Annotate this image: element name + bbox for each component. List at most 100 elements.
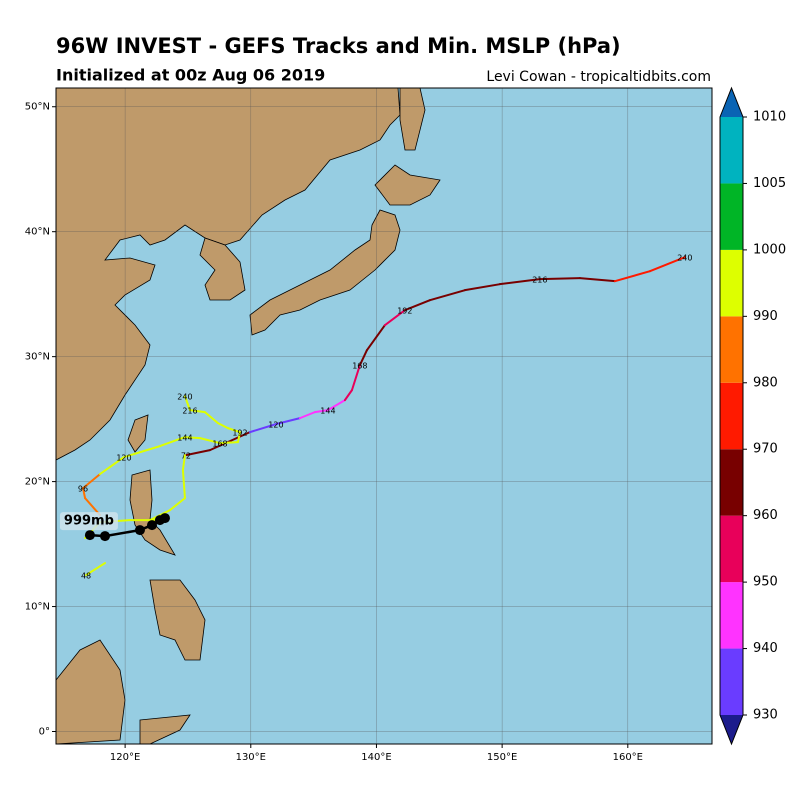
land-taiwan: [127, 414, 149, 453]
hour-label: 240: [677, 254, 692, 263]
track-segment: [203, 411, 219, 425]
colorbar-band: [720, 648, 743, 715]
colorbar-label: 950: [753, 575, 778, 590]
colorbar-label: 990: [753, 309, 778, 324]
y-tick-label: 40°N: [25, 227, 50, 238]
colorbar-under: [720, 715, 743, 744]
track-segment: [226, 427, 241, 434]
track-segment: [82, 473, 101, 490]
track-segment: [98, 456, 125, 476]
land-mindanao: [149, 579, 206, 661]
track-segment: [122, 445, 161, 459]
y-tick-label: 20°N: [25, 477, 50, 488]
track-segment: [183, 395, 191, 412]
track-segment: [82, 487, 87, 500]
track-segment: [158, 436, 186, 448]
hour-label: 216: [182, 407, 197, 416]
hour-label: 72: [181, 452, 191, 461]
chart-subtitle: Initialized at 00z Aug 06 2019: [56, 66, 325, 85]
colorbar-label: 970: [753, 442, 778, 457]
x-tick-label: 120°E: [110, 752, 140, 763]
track-segment: [383, 309, 406, 327]
track-segment: [85, 562, 107, 577]
hour-label: 192: [397, 307, 412, 316]
colorbar-over: [720, 88, 743, 117]
land-sulawesi: [139, 714, 191, 744]
y-tick-label: 50°N: [25, 102, 50, 113]
track-segment: [208, 431, 251, 452]
hour-label: 120: [116, 454, 131, 463]
hour-label: 240: [177, 393, 192, 402]
track-segment: [188, 409, 206, 414]
initial-position: [84, 530, 95, 541]
track-segment: [463, 283, 501, 292]
track-segment: [181, 454, 186, 472]
hour-label: 216: [532, 276, 547, 285]
land-asia: [56, 88, 401, 461]
colorbar-band: [720, 449, 743, 516]
colorbar-label: 930: [753, 708, 778, 723]
track-segment: [428, 289, 466, 302]
annotation-box: [59, 512, 118, 531]
track-segment: [403, 299, 431, 312]
colorbar-label: 1005: [753, 176, 786, 191]
colorbar-band: [720, 582, 743, 649]
initial-position: [147, 520, 158, 531]
track-segment: [274, 417, 301, 426]
colorbar-label: 1000: [753, 242, 786, 257]
land-hokkaido: [374, 164, 441, 206]
hour-label: 168: [212, 440, 227, 449]
colorbar-label: 960: [753, 508, 778, 523]
track-segment: [184, 449, 211, 457]
annotation: 999mb: [64, 514, 114, 529]
colorbar-band: [720, 515, 743, 583]
track-segment: [219, 441, 239, 445]
land-korea: [199, 237, 246, 301]
track-segment: [350, 364, 361, 392]
track-segment: [365, 324, 386, 352]
initial-position: [159, 513, 170, 524]
y-tick-label: 10°N: [25, 602, 50, 613]
track-segment: [343, 389, 353, 402]
colorbar-label: 1010: [753, 110, 786, 125]
hour-label: 144: [320, 407, 335, 416]
track-segment: [358, 349, 368, 367]
initial-position: [134, 525, 145, 536]
credit: Levi Cowan - tropicaltidbits.com: [486, 69, 711, 85]
land-honshu: [249, 209, 401, 336]
grid: 120°E 130°E 140°E 150°E 160°E 0° 10°N 20°N 30°N 4…: [25, 88, 712, 763]
chart-title: 96W INVEST - GEFS Tracks and Min. MSLP (…: [56, 34, 621, 58]
land-sakhalin: [399, 88, 426, 151]
hour-label: 192: [232, 429, 247, 438]
track-segment: [183, 436, 202, 440]
initial-position: [100, 531, 111, 542]
hour-label: 96: [78, 485, 88, 494]
x-tick-label: 140°E: [361, 752, 391, 763]
land-layer: [56, 88, 441, 744]
colorbar-band: [720, 382, 743, 450]
tracks: 72 120 144 168 192 216 240 96 120 144 168 192 216 240…: [59, 254, 692, 581]
y-tick-label: 0°: [39, 727, 50, 738]
hour-label: 120: [268, 421, 283, 430]
x-tick-label: 130°E: [236, 752, 266, 763]
hour-label: 144: [177, 434, 192, 443]
map-frame: [55, 87, 713, 745]
colorbar-band: [720, 117, 743, 184]
colorbar-band: [720, 249, 743, 317]
track-segment: [313, 409, 329, 414]
x-tick-label: 150°E: [487, 752, 517, 763]
x-tick-label: 160°E: [613, 752, 643, 763]
track-segment: [298, 411, 316, 420]
y-tick-label: 30°N: [25, 352, 50, 363]
track-segment: [578, 277, 616, 283]
colorbar: 930 940 950 960 970 980 990 1000 1005 1010: [719, 86, 786, 746]
track-segment: [498, 278, 541, 286]
track-segment: [613, 270, 651, 283]
colorbar-band: [720, 183, 743, 250]
hour-label: 168: [352, 362, 367, 371]
hour-label: 48: [81, 572, 91, 581]
track-segment: [168, 497, 186, 512]
track-segment: [216, 422, 229, 430]
land-borneo: [56, 639, 126, 744]
